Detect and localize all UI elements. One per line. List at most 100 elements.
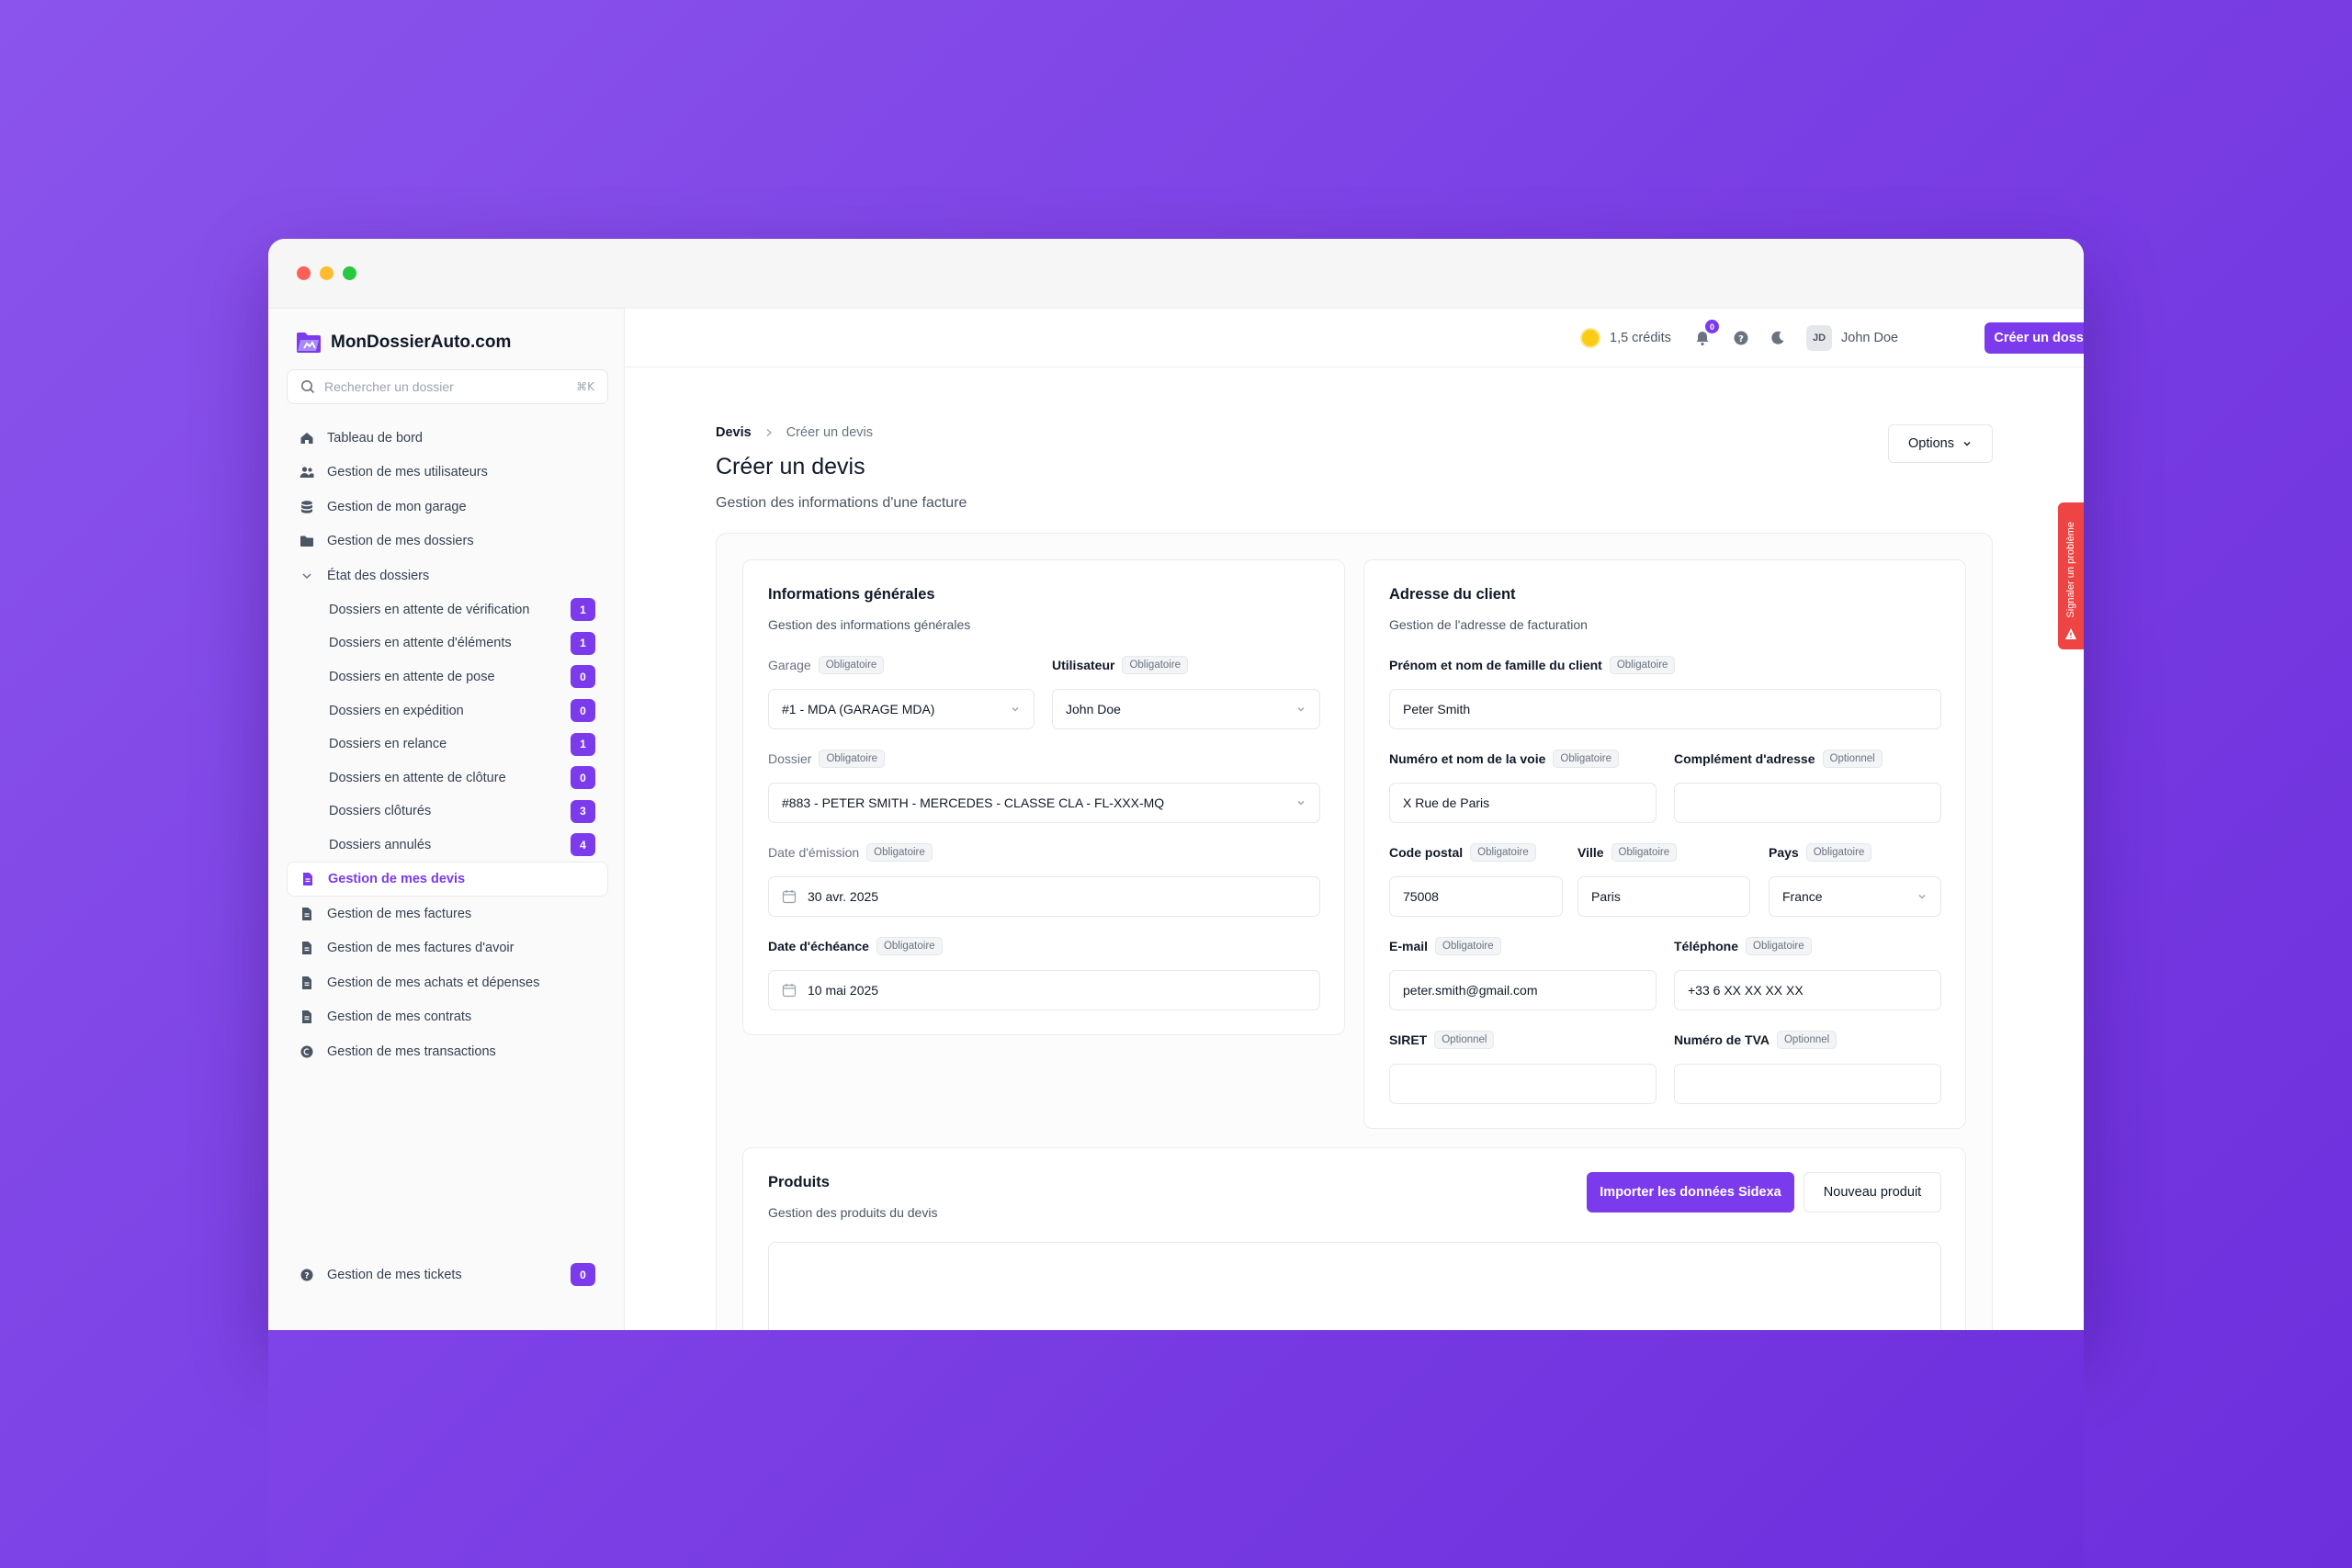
document-icon bbox=[302, 976, 311, 989]
sidebar-item-transactions[interactable]: Gestion de mes transactions bbox=[287, 1034, 608, 1069]
document-icon bbox=[302, 942, 311, 954]
app-logo[interactable]: MonDossierAuto.com bbox=[296, 327, 511, 358]
help-button[interactable]: ? bbox=[1733, 309, 1749, 367]
dossier-select[interactable]: #883 - PETER SMITH - MERCEDES - CLASSE C… bbox=[768, 783, 1320, 823]
chevron-down-icon bbox=[1297, 707, 1305, 712]
complement-label: Complément d'adresse Optionnel bbox=[1674, 750, 1883, 768]
sidebar-item-label: Gestion de mes factures bbox=[327, 906, 472, 921]
issue-date-picker[interactable]: 30 avr. 2025 bbox=[768, 876, 1320, 917]
city-label: Ville Obligatoire bbox=[1577, 843, 1678, 862]
required-tag: Obligatoire bbox=[1805, 843, 1872, 862]
required-tag: Obligatoire bbox=[1746, 937, 1812, 955]
complement-field[interactable] bbox=[1674, 783, 1941, 823]
help-icon: ? bbox=[1734, 331, 1748, 345]
issue-date-value: 30 avr. 2025 bbox=[808, 889, 879, 904]
minimize-window-button[interactable] bbox=[320, 266, 334, 280]
options-button[interactable]: Options bbox=[1888, 424, 1993, 463]
sidebar-subitem-annules[interactable]: Dossiers annulés 4 bbox=[287, 829, 608, 863]
report-problem-tab[interactable]: Signaler un problème bbox=[2058, 502, 2084, 649]
sidebar-item-garage[interactable]: Gestion de mon garage bbox=[287, 490, 608, 525]
sidebar-subitem-expedition[interactable]: Dossiers en expédition 0 bbox=[287, 694, 608, 728]
street-input[interactable] bbox=[1403, 795, 1643, 810]
section-title: Informations générales bbox=[768, 586, 935, 603]
maximize-window-button[interactable] bbox=[343, 266, 356, 280]
form-container: Informations générales Gestion des infor… bbox=[716, 533, 1993, 1371]
notification-badge: 0 bbox=[1705, 320, 1719, 333]
sidebar-item-users[interactable]: Gestion de mes utilisateurs bbox=[287, 456, 608, 491]
sidebar-subitem-cloture-attente[interactable]: Dossiers en attente de clôture 0 bbox=[287, 761, 608, 795]
sidebar-item-factures[interactable]: Gestion de mes factures bbox=[287, 897, 608, 931]
client-address-card: Adresse du client Gestion de l'adresse d… bbox=[1363, 559, 1966, 1129]
count-badge: 0 bbox=[571, 699, 595, 723]
siret-input[interactable] bbox=[1403, 1077, 1643, 1091]
sidebar-subitem-label: Dossiers en attente de vérification bbox=[329, 602, 530, 617]
due-date-picker[interactable]: 10 mai 2025 bbox=[768, 970, 1320, 1010]
sidebar-item-label: Gestion de mes tickets bbox=[327, 1267, 462, 1282]
siret-field[interactable] bbox=[1389, 1064, 1657, 1104]
phone-input[interactable] bbox=[1688, 983, 1928, 998]
sidebar-subitem-label: Dossiers en attente de pose bbox=[329, 669, 495, 684]
new-product-button[interactable]: Nouveau produit bbox=[1804, 1172, 1941, 1213]
client-name-input[interactable] bbox=[1403, 702, 1928, 716]
email-label: E-mail Obligatoire bbox=[1389, 937, 1501, 955]
svg-text:?: ? bbox=[1738, 334, 1744, 344]
sidebar-subitem-elements[interactable]: Dossiers en attente d'éléments 1 bbox=[287, 626, 608, 660]
sidebar-item-etat-dossiers[interactable]: État des dossiers bbox=[287, 558, 608, 593]
phone-label: Téléphone Obligatoire bbox=[1674, 937, 1812, 955]
email-field[interactable] bbox=[1389, 970, 1657, 1010]
field-label: Utilisateur bbox=[1052, 658, 1115, 672]
search-input[interactable] bbox=[324, 379, 568, 394]
field-label: SIRET bbox=[1389, 1032, 1428, 1047]
folder-logo-icon bbox=[297, 333, 321, 353]
sidebar-item-dossiers[interactable]: Gestion de mes dossiers bbox=[287, 525, 608, 559]
sidebar-subitem-pose[interactable]: Dossiers en attente de pose 0 bbox=[287, 660, 608, 694]
warning-icon bbox=[2065, 628, 2076, 639]
sidebar-item-tickets[interactable]: ? Gestion de mes tickets 0 bbox=[287, 1258, 608, 1292]
email-input[interactable] bbox=[1403, 983, 1643, 998]
document-icon bbox=[302, 1010, 311, 1023]
issue-date-label: Date d'émission Obligatoire bbox=[768, 843, 933, 862]
section-title: Adresse du client bbox=[1389, 586, 1516, 603]
user-name: John Doe bbox=[1841, 331, 1899, 345]
sidebar-item-factures-avoir[interactable]: Gestion de mes factures d'avoir bbox=[287, 931, 608, 965]
postal-input[interactable] bbox=[1403, 889, 1549, 904]
client-name-field[interactable] bbox=[1389, 689, 1941, 729]
notifications-button[interactable]: 0 bbox=[1694, 309, 1722, 367]
window-titlebar bbox=[268, 239, 2084, 309]
city-input[interactable] bbox=[1591, 889, 1736, 904]
vat-input[interactable] bbox=[1688, 1077, 1928, 1091]
phone-field[interactable] bbox=[1674, 970, 1941, 1010]
folder-icon bbox=[300, 536, 313, 547]
street-field[interactable] bbox=[1389, 783, 1657, 823]
required-tag: Obligatoire bbox=[819, 750, 886, 768]
section-subtitle: Gestion des informations générales bbox=[768, 617, 971, 632]
sidebar-item-contrats[interactable]: Gestion de mes contrats bbox=[287, 999, 608, 1034]
credits-indicator[interactable]: 1,5 crédits bbox=[1580, 309, 1671, 367]
user-menu[interactable]: JD John Doe bbox=[1806, 309, 1898, 367]
close-window-button[interactable] bbox=[297, 266, 311, 280]
required-tag: Obligatoire bbox=[1470, 843, 1536, 862]
postal-field[interactable] bbox=[1389, 876, 1563, 917]
vat-field[interactable] bbox=[1674, 1064, 1941, 1104]
create-dossier-button[interactable]: Créer un dossier bbox=[1984, 322, 2084, 354]
complement-input[interactable] bbox=[1688, 795, 1928, 810]
theme-toggle-button[interactable] bbox=[1770, 309, 1786, 367]
garage-select[interactable]: #1 - MDA (GARAGE MDA) bbox=[768, 689, 1035, 729]
breadcrumb-root[interactable]: Devis bbox=[716, 425, 752, 440]
sidebar-item-devis[interactable]: Gestion de mes devis bbox=[287, 862, 608, 897]
required-tag: Obligatoire bbox=[1122, 656, 1189, 674]
optional-tag: Optionnel bbox=[1822, 750, 1883, 768]
sidebar-subitem-clotures[interactable]: Dossiers clôturés 3 bbox=[287, 795, 608, 829]
search-icon bbox=[301, 380, 315, 394]
import-sidexa-button[interactable]: Importer les données Sidexa bbox=[1587, 1172, 1794, 1213]
field-label: Prénom et nom de famille du client bbox=[1389, 658, 1602, 672]
sidebar-subitem-verification[interactable]: Dossiers en attente de vérification 1 bbox=[287, 593, 608, 627]
user-select[interactable]: John Doe bbox=[1052, 689, 1320, 729]
sidebar-item-achats[interactable]: Gestion de mes achats et dépenses bbox=[287, 965, 608, 1000]
city-field[interactable] bbox=[1577, 876, 1750, 917]
app-name: MonDossierAuto.com bbox=[331, 333, 512, 352]
country-select[interactable]: France bbox=[1769, 876, 1941, 917]
vat-label: Numéro de TVA Optionnel bbox=[1674, 1031, 1838, 1049]
sidebar-item-dashboard[interactable]: Tableau de bord bbox=[287, 421, 608, 456]
sidebar-subitem-relance[interactable]: Dossiers en relance 1 bbox=[287, 728, 608, 761]
